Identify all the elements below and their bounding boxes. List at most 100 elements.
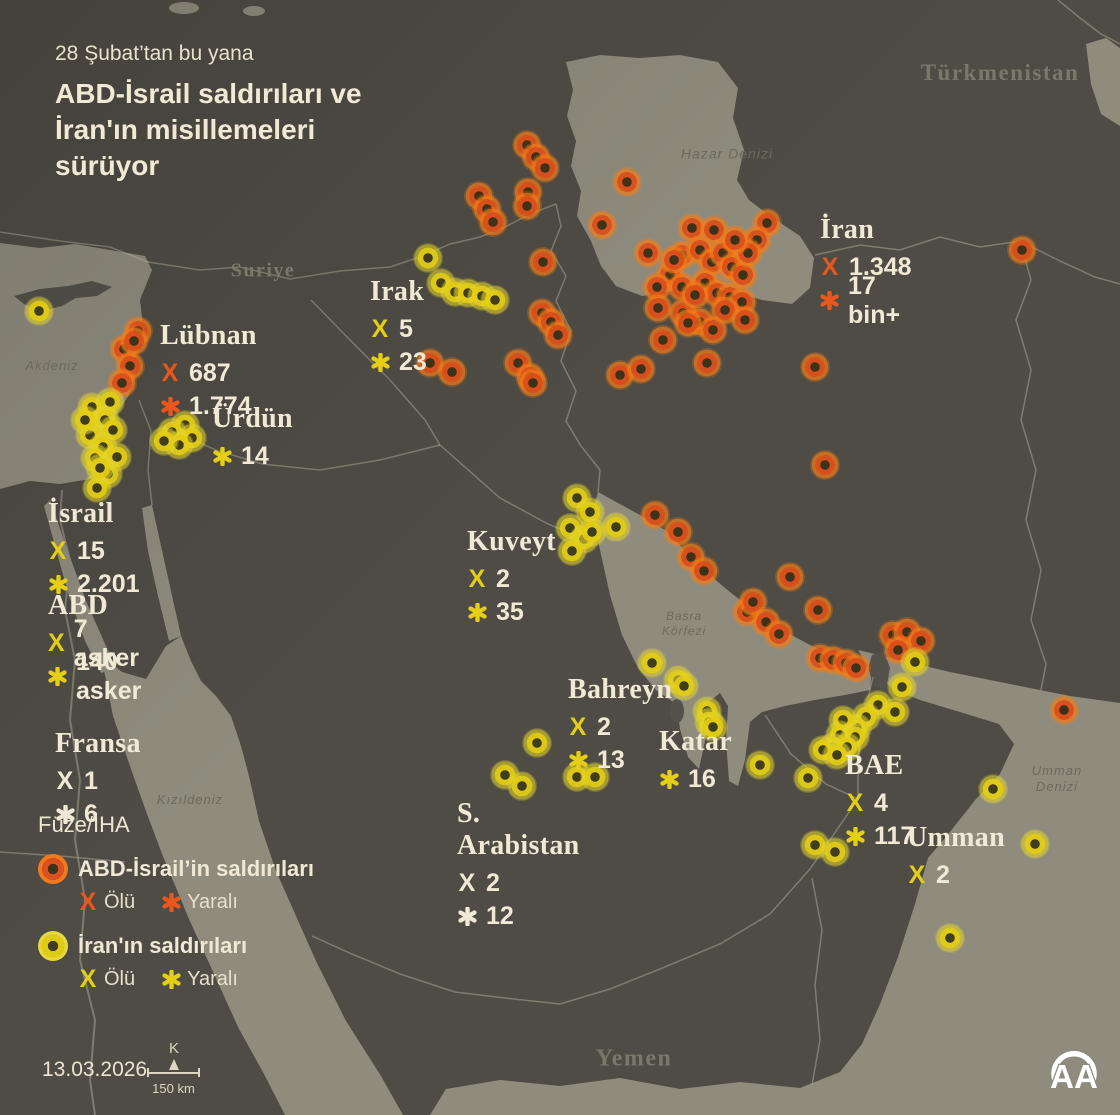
attack-dot-orange (587, 210, 617, 240)
stat-value: 35 (496, 598, 524, 626)
dead-x-icon: X (371, 315, 389, 343)
wounded-count-row: 13 (568, 744, 672, 777)
stat-value: 17 bin+ (848, 271, 901, 329)
country-name: Katar (659, 726, 733, 757)
stat-value: 2 (486, 869, 500, 897)
stat-value: 1.774 (189, 392, 252, 420)
wounded-count-row: 16 (659, 763, 732, 796)
dead-x-icon: X (821, 253, 839, 281)
dead-word: Ölü (104, 891, 136, 913)
country-stats: Lübnan X 687 1.774 (160, 320, 257, 423)
dead-count-row: X 687 (160, 357, 257, 390)
musandam-peninsula (868, 652, 890, 690)
attack-dot-yellow (880, 697, 910, 727)
attack-dot-orange (803, 595, 833, 625)
dead-count-row: X 1.348 (820, 251, 912, 284)
title-block: 28 Şubat’tan bu yana ABD-İsrail saldırıl… (55, 42, 362, 184)
wounded-count-row: 23 (370, 346, 427, 379)
attack-dot-yellow (820, 837, 850, 867)
stat-value: 2 (496, 565, 510, 593)
attack-dot-yellow (1020, 829, 1050, 859)
wounded-asterisk-icon (161, 970, 181, 989)
country-name: İran (820, 214, 875, 245)
wounded-asterisk-icon (457, 907, 477, 926)
attack-dot-orange (543, 320, 573, 350)
attack-dot-yellow (745, 750, 775, 780)
country-stats: Katar 16 (659, 726, 732, 796)
wounded-count-row: 17 bin+ (820, 272, 912, 329)
attack-dot-orange (1007, 235, 1037, 265)
sea-label: Basra Körfezi (661, 609, 707, 638)
compass-north: K (154, 1040, 194, 1070)
country-stats: Umman X 2 (907, 822, 1005, 892)
attack-dot-yellow (822, 740, 852, 770)
dead-x-icon: X (846, 789, 864, 817)
attack-dot-orange (612, 167, 642, 197)
stat-value: 12 (486, 902, 514, 930)
country-stats: Kuveyt X 2 35 (467, 526, 556, 629)
dead-x-icon: X (908, 861, 926, 889)
country-name: Irak (370, 276, 425, 307)
attack-dot-yellow (480, 285, 510, 315)
attack-dot-yellow (85, 453, 115, 483)
dead-x-icon: X (79, 965, 97, 993)
nile-river (58, 489, 97, 1115)
stat-value: 14 (241, 442, 269, 470)
attack-dot-orange (689, 556, 719, 586)
dead-x-icon: X (569, 713, 587, 741)
lake-van (243, 6, 265, 16)
wounded-asterisk-icon (820, 291, 839, 310)
attack-dot-yellow (978, 774, 1008, 804)
stat-value: 2 (936, 861, 950, 889)
country-stats: BAE X 4 117 (845, 750, 914, 853)
date-label: 13.03.2026 (42, 1058, 148, 1081)
wounded-asterisk-icon (160, 397, 180, 416)
lake-tuz (169, 2, 199, 14)
gulf-of-suez (44, 500, 116, 673)
stat-value: 15 (77, 537, 105, 565)
country-name: Umman (907, 822, 1005, 853)
attack-dot-orange (775, 562, 805, 592)
country-name: BAE (845, 750, 904, 781)
arabian-sea-gulf-of-oman (430, 650, 1120, 1115)
red-sea (101, 636, 403, 1115)
stat-value: 1 (84, 767, 98, 795)
wounded-count-row: 117 (845, 820, 914, 853)
compass-arrow-icon (169, 1059, 179, 1070)
gulf-of-aqaba (142, 505, 181, 641)
country-stats: Fransa X 1 6 (55, 728, 141, 831)
attack-dot-yellow (70, 405, 100, 435)
attack-dot-orange (119, 326, 149, 356)
country-name: Bahreyn (568, 674, 673, 705)
wounded-asterisk-icon (467, 603, 487, 622)
persian-gulf (592, 492, 872, 786)
wounded-count-row: 35 (467, 596, 556, 629)
country-geo-label: Yemen (595, 1045, 673, 1072)
attack-dot-orange (841, 653, 871, 683)
country-name: S. Arabistan (457, 798, 580, 861)
scale-bar (147, 1068, 200, 1077)
wounded-word: Yaralı (187, 891, 238, 913)
wounded-asterisk-icon (48, 667, 67, 686)
attack-dot-orange (437, 357, 467, 387)
dead-x-icon: X (79, 888, 97, 916)
wounded-asterisk-icon (568, 751, 588, 770)
dead-count-row: X 15 (48, 535, 140, 568)
sea-label: Hazar Denizi (680, 145, 774, 162)
country-name: İsrail (48, 498, 114, 529)
page-title: ABD-İsrail saldırıları ve İran'ın misill… (55, 78, 362, 181)
dead-x-icon: X (161, 359, 179, 387)
attack-dot-orange (800, 352, 830, 382)
map-scale: 150 km (147, 1068, 200, 1096)
stat-value: 5 (399, 315, 413, 343)
dead-count-row: X 7 asker (48, 615, 142, 672)
stat-value: 2 (597, 713, 611, 741)
dead-word: Ölü (104, 968, 136, 990)
country-geo-label: Türkmenistan (920, 60, 1080, 85)
wounded-asterisk-icon (845, 827, 865, 846)
dead-x-icon: X (48, 629, 65, 657)
country-name: Lübnan (160, 320, 257, 351)
attack-dot-orange (764, 619, 794, 649)
